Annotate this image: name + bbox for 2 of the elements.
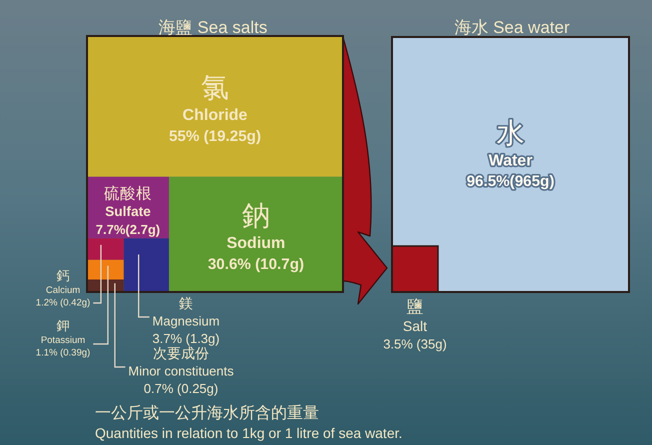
note: 一公斤或一公升海水所含的重量 bbox=[95, 405, 319, 422]
note: Quantities in relation to 1kg or 1 litre of sea water. bbox=[95, 425, 402, 441]
